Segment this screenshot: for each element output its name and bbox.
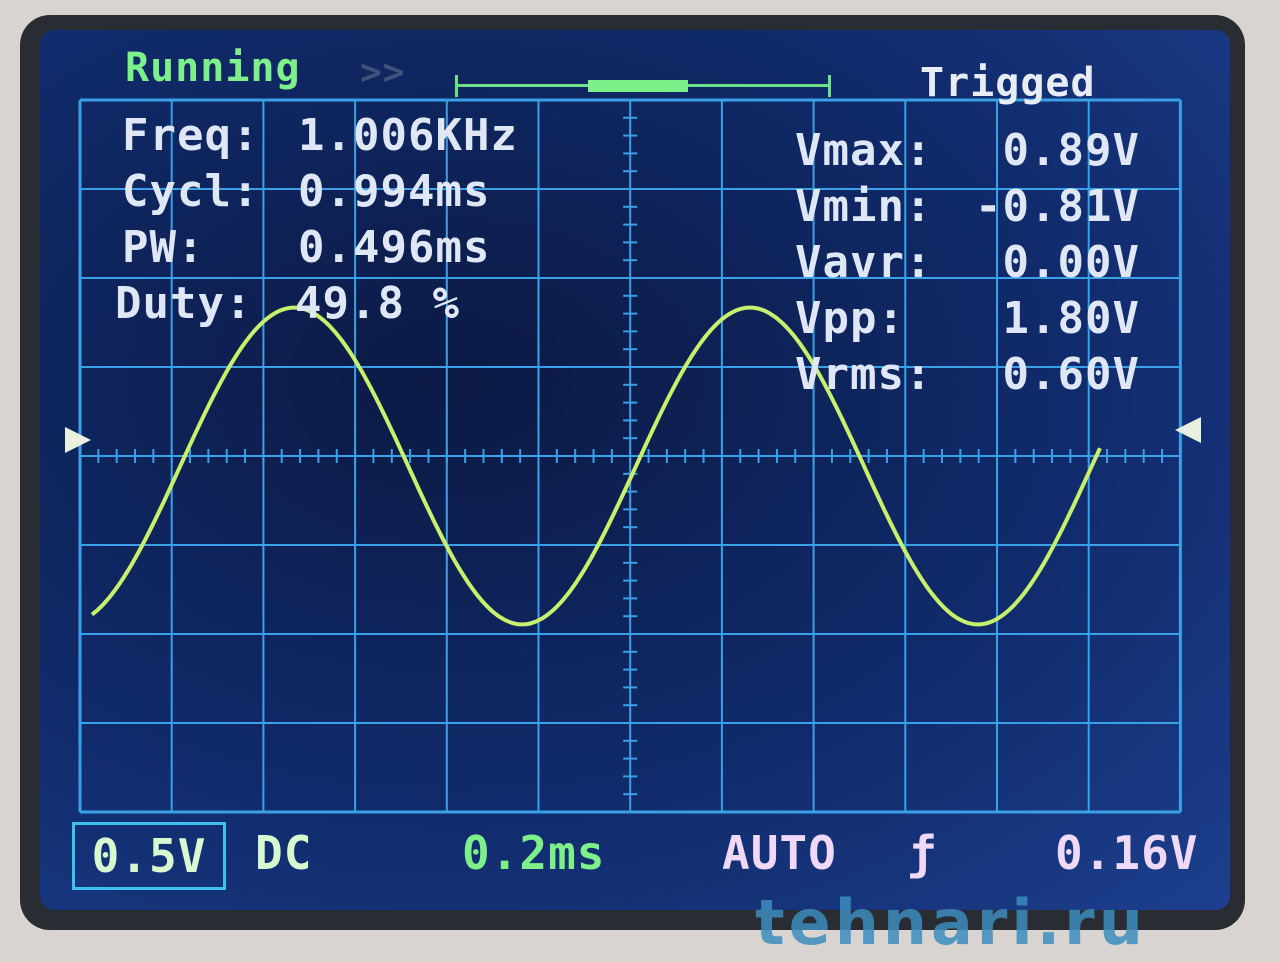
trigger-state: Trigged — [920, 60, 1096, 106]
measure-label: PW: — [122, 222, 205, 273]
trigger-edge-icon[interactable]: ƒ — [908, 826, 937, 880]
measure-label: Vavr: — [795, 237, 933, 288]
measure-value: 0.00V — [1002, 237, 1140, 288]
measure-value: 0.994ms — [298, 166, 491, 217]
time-div[interactable]: 0.2ms — [462, 826, 606, 880]
trigger-level[interactable]: 0.16V — [1055, 826, 1199, 880]
trigger-mode[interactable]: AUTO — [722, 826, 837, 880]
ground-marker-left — [65, 427, 91, 453]
measure-label: Vpp: — [795, 293, 905, 344]
arrows-icon: >> — [360, 52, 406, 93]
memory-position-bar[interactable] — [455, 75, 831, 97]
measure-label: Freq: — [122, 110, 260, 161]
measure-label: Vmax: — [795, 125, 933, 176]
waveform-trace — [90, 305, 1102, 627]
coupling[interactable]: DC — [255, 826, 313, 880]
measure-value: 49.8 % — [295, 278, 460, 329]
run-status: Running — [125, 45, 301, 91]
measure-value: 0.496ms — [298, 222, 491, 273]
memory-position-handle[interactable] — [588, 80, 688, 92]
waveform-display — [78, 98, 1182, 814]
measure-label: Vrms: — [795, 349, 933, 400]
measure-value: -0.81V — [975, 181, 1140, 232]
measure-value: 0.60V — [1002, 349, 1140, 400]
volts-div-button[interactable]: 0.5V — [72, 822, 226, 890]
trigger-marker-right — [1175, 417, 1201, 443]
measure-value: 1.80V — [1002, 293, 1140, 344]
measure-label: Duty: — [115, 278, 253, 329]
measure-label: Cycl: — [122, 166, 260, 217]
oscilloscope-screen: Running >> Trigged Freq: 1.006KHz Cycl: 0.9… — [40, 30, 1230, 910]
watermark: tehnari.ru — [755, 886, 1147, 959]
measure-label: Vmin: — [795, 181, 933, 232]
measure-value: 1.006KHz — [298, 110, 518, 161]
measure-value: 0.89V — [1002, 125, 1140, 176]
